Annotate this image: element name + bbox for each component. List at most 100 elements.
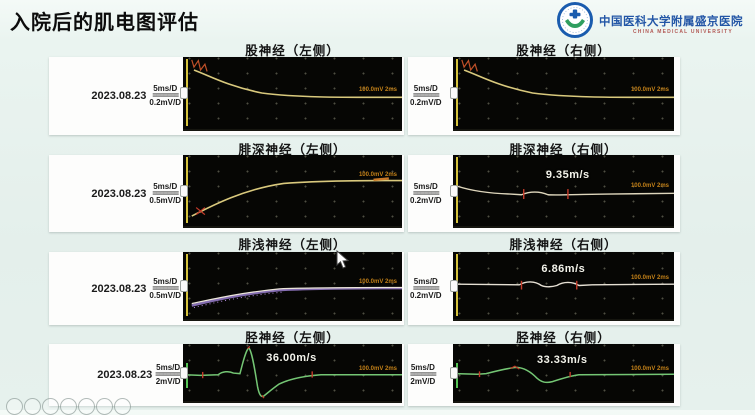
presenter-control-dot[interactable] <box>24 398 41 415</box>
presenter-control-dot[interactable] <box>114 398 131 415</box>
sweep-readout: 100.0mV 2ms <box>358 172 397 179</box>
scale-divider: ======= <box>152 283 179 293</box>
emg-card-superficial-peroneal-left: 2023.08.23 5ms/D ======= 0.5mV/D 100.0mV… <box>49 252 404 325</box>
time-scale: 5ms/D <box>153 276 178 286</box>
panel-drag-handle[interactable] <box>180 279 188 292</box>
hospital-university-subtitle: CHINA MEDICAL UNIVERSITY <box>633 29 733 35</box>
time-scale: 5ms/D <box>153 84 178 93</box>
panel-drag-handle[interactable] <box>450 366 458 379</box>
waveform-panel-tibial-right: 33.33m/s 100.0mV 2ms <box>450 344 674 403</box>
sweep-readout: 100.0mV 2ms <box>630 87 669 94</box>
panel-drag-handle[interactable] <box>180 87 188 99</box>
emg-trace <box>453 252 674 319</box>
presenter-control-dot[interactable] <box>96 398 113 415</box>
presenter-control-dot[interactable] <box>60 398 77 415</box>
study-date: 2023.08.23 <box>91 187 147 200</box>
mouse-cursor-icon <box>336 250 349 269</box>
scale-block: 5ms/D ======= 0.5mV/D <box>149 181 181 205</box>
emg-trace <box>183 344 402 401</box>
waveform-panel-tibial-left: 36.00m/s 100.0mV 2ms <box>180 344 402 403</box>
presenter-control-dot[interactable] <box>42 398 59 415</box>
amp-scale: 0.5mV/D <box>149 290 181 300</box>
scale-block: 5ms/D ======= 2mV/D <box>410 363 437 386</box>
panel-title-deep-peroneal-left: 腓深神经（左侧） <box>238 143 347 157</box>
sweep-readout: 100.0mV 2ms <box>630 183 669 190</box>
waveform-panel-femoral-right: 100.0mV 2ms <box>450 57 674 131</box>
panel-title-tibial-right: 胫神经（右侧） <box>516 331 611 345</box>
sweep-readout: 100.0mV 2ms <box>630 365 669 372</box>
scale-block: 5ms/D ======= 0.2mV/D <box>410 276 442 300</box>
emg-card-femoral-right: 5ms/D ======= 0.2mV/D 100.0mV 2ms <box>408 57 680 135</box>
emg-trace <box>183 155 402 226</box>
waveform-panel-deep-peroneal-left: 100.0mV 2ms <box>180 155 402 228</box>
conduction-velocity-label: 33.33m/s <box>536 354 588 367</box>
panel-drag-handle[interactable] <box>180 184 188 197</box>
scale-block: 5ms/D ======= 0.5mV/D <box>149 276 181 300</box>
scale-block: 5ms/D ======= 0.2mV/D <box>149 85 181 107</box>
conduction-velocity-label: 6.86m/s <box>541 262 586 275</box>
waveform-panel-femoral-left: 100.0mV 2ms <box>180 57 402 131</box>
emg-card-tibial-right: 5ms/D ======= 2mV/D 33.33m/s 100.0mV 2ms <box>408 344 680 406</box>
amp-scale: 0.2mV/D <box>410 195 442 205</box>
panel-title-tibial-left: 胫神经（左侧） <box>245 331 340 345</box>
emg-trace <box>453 344 674 401</box>
presenter-control-dot[interactable] <box>78 398 95 415</box>
waveform-panel-superficial-peroneal-right: 6.86m/s 100.0mV 2ms <box>450 252 674 321</box>
scale-divider: ======= <box>155 370 182 379</box>
study-date: 2023.08.23 <box>97 369 153 381</box>
scale-block: 5ms/D ======= 2mV/D <box>155 363 182 386</box>
panel-drag-handle[interactable] <box>450 184 458 197</box>
sweep-readout: 100.0mV 2ms <box>358 365 397 372</box>
emg-card-femoral-left: 2023.08.23 5ms/D ======= 0.2mV/D 100.0mV… <box>49 57 404 135</box>
study-date: 2023.08.23 <box>91 282 147 295</box>
sweep-readout: 100.0mV 2ms <box>358 278 397 285</box>
time-scale: 5ms/D <box>413 276 438 286</box>
scale-block: 5ms/D ======= 0.2mV/D <box>410 181 442 205</box>
presenter-control-dot[interactable] <box>6 398 23 415</box>
waveform-panel-superficial-peroneal-left: 100.0mV 2ms <box>180 252 402 321</box>
scale-divider: ======= <box>152 91 179 100</box>
panel-drag-handle[interactable] <box>180 366 188 379</box>
scale-divider: ======= <box>412 283 440 293</box>
panel-title-deep-peroneal-right: 腓深神经（右侧） <box>509 143 618 157</box>
hospital-logo-icon <box>557 2 593 38</box>
amp-scale: 0.2mV/D <box>410 98 442 107</box>
scale-divider: ======= <box>152 188 179 198</box>
time-scale: 5ms/D <box>153 181 178 191</box>
emg-card-deep-peroneal-right: 5ms/D ======= 0.2mV/D 9.35m/s 100.0mV 2m… <box>408 155 680 232</box>
amp-scale: 2mV/D <box>155 377 181 386</box>
scale-divider: ======= <box>410 370 437 379</box>
panel-drag-handle[interactable] <box>450 87 458 99</box>
time-scale: 5ms/D <box>410 363 435 372</box>
amp-scale: 0.2mV/D <box>149 98 181 107</box>
panel-title-superficial-peroneal-right: 腓浅神经（右侧） <box>509 238 618 252</box>
emg-trace <box>453 155 674 226</box>
hospital-logo: 中国医科大学附属盛京医院 CHINA MEDICAL UNIVERSITY <box>541 1 753 41</box>
conduction-velocity-label: 36.00m/s <box>266 351 317 364</box>
emg-trace <box>453 57 674 129</box>
panel-title-superficial-peroneal-left: 腓浅神经（左侧） <box>238 238 347 252</box>
page-title: 入院后的肌电图评估 <box>10 12 199 34</box>
conduction-velocity-label: 9.35m/s <box>545 169 590 182</box>
emg-card-tibial-left: 2023.08.23 5ms/D ======= 2mV/D 36.00m/s … <box>49 344 404 406</box>
study-date: 2023.08.23 <box>91 90 147 102</box>
scale-divider: ======= <box>412 188 440 198</box>
sweep-readout: 100.0mV 2ms <box>630 275 669 282</box>
emg-card-superficial-peroneal-right: 5ms/D ======= 0.2mV/D 6.86m/s 100.0mV 2m… <box>408 252 680 325</box>
waveform-panel-deep-peroneal-right: 9.35m/s 100.0mV 2ms <box>450 155 674 228</box>
emg-card-deep-peroneal-left: 2023.08.23 5ms/D ======= 0.5mV/D 100.0mV… <box>49 155 404 232</box>
panel-drag-handle[interactable] <box>450 279 458 292</box>
time-scale: 5ms/D <box>413 84 438 93</box>
scale-divider: ======= <box>412 91 440 100</box>
emg-trace <box>183 252 402 319</box>
time-scale: 5ms/D <box>413 181 438 191</box>
emg-trace <box>183 57 402 129</box>
amp-scale: 0.2mV/D <box>410 290 442 300</box>
time-scale: 5ms/D <box>156 363 181 372</box>
sweep-readout: 100.0mV 2ms <box>358 87 397 94</box>
panel-title-femoral-right: 股神经（右侧） <box>516 44 611 58</box>
panel-title-femoral-left: 股神经（左侧） <box>245 44 340 58</box>
hospital-name: 中国医科大学附属盛京医院 <box>599 16 743 28</box>
scale-block: 5ms/D ======= 0.2mV/D <box>410 85 442 107</box>
